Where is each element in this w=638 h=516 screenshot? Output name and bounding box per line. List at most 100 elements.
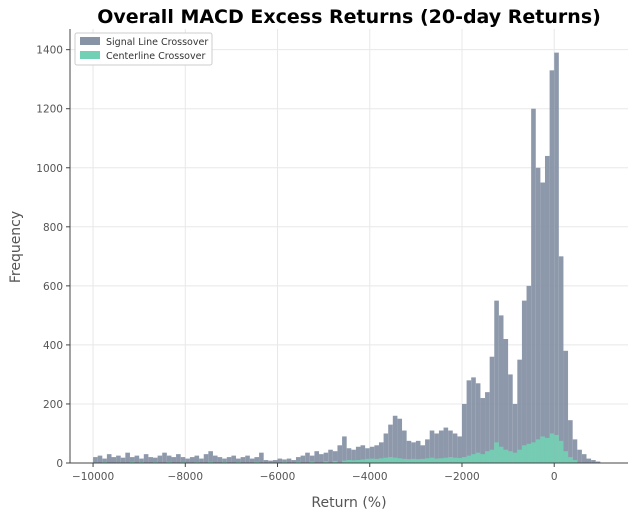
centerline-bar-3 <box>129 461 135 463</box>
x-axis-label: Return (%) <box>311 495 386 511</box>
legend: Signal Line Crossover Centerline Crossov… <box>74 32 213 66</box>
centerline-bar-56 <box>512 452 518 463</box>
signal-bar-87 <box>494 300 499 463</box>
centerline-bar-35 <box>415 459 421 463</box>
centerline-bar-9 <box>208 461 213 463</box>
signal-bar-47 <box>309 455 315 463</box>
signal-bar-23 <box>199 458 204 463</box>
centerline-bar-42 <box>448 457 453 463</box>
centerline-bar-52 <box>494 442 499 463</box>
signal-bar-95 <box>531 108 536 463</box>
centerline-bar-48 <box>475 452 481 463</box>
series-0 <box>93 52 601 463</box>
signal-bar-22 <box>194 455 200 463</box>
signal-bar-27 <box>217 457 223 463</box>
centerline-bar-57 <box>517 449 522 463</box>
legend-swatch-signal <box>80 37 100 45</box>
signal-bar-37 <box>263 460 269 463</box>
signal-bar-90 <box>508 374 513 463</box>
x-tick-label-2: −6000 <box>260 471 296 483</box>
legend-label-centerline: Centerline Crossover <box>106 51 205 62</box>
centerline-bar-12 <box>254 461 260 463</box>
y-tick-label-2: 400 <box>43 340 63 352</box>
signal-bar-4 <box>111 457 117 463</box>
signal-bar-42 <box>286 458 292 463</box>
y-tick-label-6: 1200 <box>36 104 63 116</box>
centerline-bar-62 <box>540 436 545 463</box>
signal-bar-67 <box>402 430 407 463</box>
centerline-bar-37 <box>425 458 430 463</box>
x-tick-label-5: 0 <box>551 471 558 483</box>
x-tick-label-0: −10000 <box>72 471 114 483</box>
signal-bar-77 <box>448 430 453 463</box>
signal-bar-38 <box>268 460 273 463</box>
signal-bar-41 <box>282 459 287 463</box>
y-tick-label-7: 1400 <box>36 45 63 57</box>
signal-bar-14 <box>157 455 163 463</box>
signal-bar-54 <box>342 436 347 463</box>
y-tick-label-1: 200 <box>43 399 63 411</box>
signal-bar-63 <box>383 433 389 463</box>
signal-bar-79 <box>457 436 462 463</box>
signal-bar-76 <box>443 427 449 463</box>
signal-bar-109 <box>595 461 601 463</box>
signal-bar-7 <box>125 452 130 463</box>
centerline-bar-54 <box>503 449 509 463</box>
series-1 <box>93 433 578 463</box>
signal-bar-97 <box>540 182 545 463</box>
legend-swatch-centerline <box>80 51 100 59</box>
centerline-bar-30 <box>392 457 398 463</box>
centerline-bar-47 <box>471 454 476 463</box>
y-ticks: 0 200 400 600 800 1000 1200 1400 <box>36 45 70 470</box>
signal-bar-61 <box>374 445 379 463</box>
centerline-bar-53 <box>498 446 504 463</box>
signal-bar-78 <box>452 433 458 463</box>
y-tick-label-3: 600 <box>43 281 63 293</box>
centerline-bar-63 <box>544 437 550 463</box>
signal-bar-93 <box>521 300 527 463</box>
signal-bar-82 <box>471 377 476 463</box>
centerline-bar-45 <box>461 457 467 463</box>
centerline-bar-21 <box>351 460 356 463</box>
axes <box>69 29 628 464</box>
signal-bar-29 <box>226 457 232 463</box>
signal-bar-21 <box>189 457 195 463</box>
centerline-bar-58 <box>521 445 527 463</box>
signal-bar-103 <box>568 420 573 463</box>
signal-bar-0 <box>93 457 98 463</box>
signal-bar-11 <box>143 454 149 463</box>
signal-bar-56 <box>351 449 356 463</box>
centerline-bar-61 <box>535 439 541 463</box>
signal-bar-19 <box>180 457 186 463</box>
centerline-bar-55 <box>508 451 513 463</box>
signal-bar-39 <box>272 460 278 463</box>
signal-bar-80 <box>461 403 467 463</box>
y-tick-label-4: 800 <box>43 222 63 234</box>
centerline-bar-40 <box>438 458 444 463</box>
centerline-bar-6 <box>166 461 172 463</box>
centerline-bar-67 <box>563 451 569 463</box>
signal-bar-70 <box>415 440 421 463</box>
signal-bar-62 <box>378 442 384 463</box>
signal-bar-66 <box>397 418 403 463</box>
y-tick-label-5: 1000 <box>36 163 63 175</box>
signal-bar-6 <box>120 457 126 463</box>
centerline-bar-33 <box>406 459 412 463</box>
centerline-bar-18 <box>332 460 338 463</box>
x-ticks: −10000 −8000 −6000 −4000 −2000 0 <box>72 463 558 483</box>
centerline-bar-64 <box>549 433 555 463</box>
signal-bar-60 <box>369 446 375 463</box>
centerline-bar-32 <box>402 458 407 463</box>
centerline-bar-69 <box>572 460 578 463</box>
centerline-bar-19 <box>342 460 347 463</box>
signal-bar-69 <box>411 442 416 463</box>
signal-bar-102 <box>563 350 569 463</box>
centerline-bar-59 <box>526 443 532 463</box>
centerline-bar-46 <box>466 455 472 463</box>
signal-bar-98 <box>544 155 550 463</box>
x-tick-label-3: −4000 <box>352 471 388 483</box>
signal-bar-45 <box>300 455 306 463</box>
centerline-bar-39 <box>434 458 439 463</box>
signal-bar-71 <box>420 445 426 463</box>
